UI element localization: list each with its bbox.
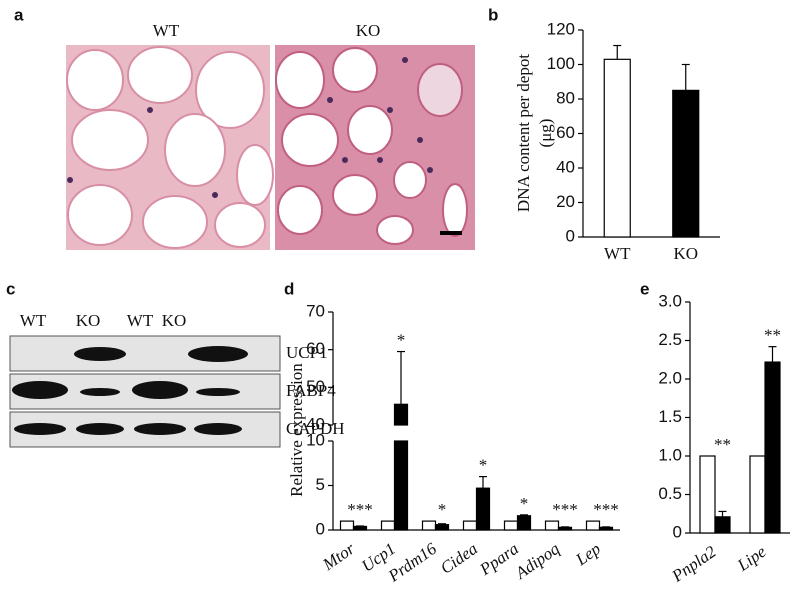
row-label: UCP1 bbox=[286, 343, 328, 362]
y-axis-label: DNA content per depot bbox=[514, 54, 533, 212]
bar bbox=[603, 58, 631, 238]
x-tick-label: Lep bbox=[571, 539, 604, 570]
y-tick-label: 80 bbox=[556, 88, 575, 107]
y-tick-label: 120 bbox=[547, 19, 575, 38]
significance: *** bbox=[552, 500, 578, 519]
y-tick-label: 2.5 bbox=[658, 330, 682, 349]
panel-label: d bbox=[284, 279, 294, 298]
x-tick-label: WT bbox=[604, 244, 631, 263]
lane-label: KO bbox=[76, 311, 101, 330]
row-label: FABP4 bbox=[286, 381, 336, 400]
bar bbox=[421, 520, 437, 531]
y-tick-label: 10 bbox=[306, 430, 325, 449]
column-label: WT bbox=[153, 21, 180, 40]
bar bbox=[714, 516, 731, 534]
bar bbox=[749, 455, 766, 534]
x-tick-label: Lipe bbox=[733, 542, 770, 576]
x-tick-label: KO bbox=[673, 244, 698, 263]
bar bbox=[672, 89, 700, 238]
bar bbox=[598, 526, 614, 531]
row-label: GAPDH bbox=[286, 419, 345, 438]
y-tick-label: 0 bbox=[566, 226, 575, 245]
bar bbox=[393, 440, 409, 531]
y-tick-label: 40 bbox=[306, 414, 325, 433]
panel-label: a bbox=[14, 5, 24, 24]
bar bbox=[475, 487, 491, 531]
bar bbox=[339, 520, 355, 531]
panel-label: b bbox=[488, 5, 498, 24]
y-tick-label: 0.5 bbox=[658, 484, 682, 503]
y-axis-label: (μg) bbox=[536, 119, 555, 148]
lane-label: WT bbox=[127, 311, 154, 330]
y-tick-label: 20 bbox=[556, 192, 575, 211]
panel-label: e bbox=[640, 279, 649, 298]
y-tick-label: 1.5 bbox=[658, 407, 682, 426]
bar bbox=[699, 455, 716, 534]
bar bbox=[462, 520, 478, 531]
significance: * bbox=[520, 494, 529, 513]
lane-label: WT bbox=[20, 311, 47, 330]
significance: ** bbox=[764, 326, 781, 345]
western-blot bbox=[9, 335, 281, 448]
x-tick-label: Ppara bbox=[476, 539, 523, 580]
bar bbox=[585, 520, 601, 531]
x-tick-label: Pnpla2 bbox=[668, 542, 720, 587]
y-tick-label: 0 bbox=[316, 519, 325, 538]
significance: * bbox=[438, 500, 447, 519]
x-tick-label: Cidea bbox=[437, 539, 481, 578]
significance: * bbox=[479, 456, 488, 475]
y-tick-label: 0 bbox=[673, 522, 682, 541]
y-tick-label: 3.0 bbox=[658, 291, 682, 310]
bar bbox=[393, 403, 409, 426]
bar bbox=[516, 515, 532, 531]
y-tick-label: 100 bbox=[547, 54, 575, 73]
x-tick-label: Mtor bbox=[318, 539, 358, 575]
y-tick-label: 60 bbox=[556, 123, 575, 142]
column-label: KO bbox=[356, 21, 381, 40]
y-tick-label: 50 bbox=[306, 377, 325, 396]
bar bbox=[352, 525, 368, 531]
y-tick-label: 2.0 bbox=[658, 368, 682, 387]
significance: ** bbox=[714, 435, 731, 454]
significance: *** bbox=[593, 500, 619, 519]
bar bbox=[764, 361, 781, 534]
bar bbox=[557, 526, 573, 531]
significance: *** bbox=[347, 500, 373, 519]
significance: * bbox=[397, 330, 406, 349]
y-tick-label: 40 bbox=[556, 157, 575, 176]
y-tick-label: 1.0 bbox=[658, 445, 682, 464]
bar bbox=[503, 520, 519, 531]
y-tick-label: 70 bbox=[306, 301, 325, 320]
bar bbox=[380, 520, 396, 531]
bar bbox=[434, 524, 450, 531]
y-tick-label: 60 bbox=[306, 339, 325, 358]
bar bbox=[544, 520, 560, 531]
y-tick-label: 5 bbox=[316, 475, 325, 494]
histology-image bbox=[66, 45, 475, 250]
y-axis-label: Relative expression bbox=[287, 363, 306, 497]
x-tick-label: Adipoq bbox=[511, 539, 563, 584]
lane-label: KO bbox=[162, 311, 187, 330]
panel-label: c bbox=[6, 279, 15, 298]
